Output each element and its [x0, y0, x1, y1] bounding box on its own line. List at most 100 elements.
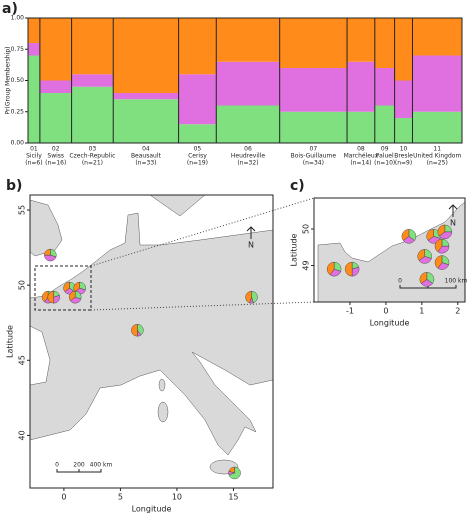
pie-slice [44, 254, 57, 262]
population-bar [347, 18, 375, 143]
population-name: Cerisy [188, 153, 207, 160]
bar-segment [113, 99, 179, 143]
y-tick-label: 0.25 [11, 108, 25, 115]
population-id: 02 [52, 146, 60, 153]
north-label: N [450, 219, 456, 228]
population-name: Paluel [376, 153, 394, 160]
pie-slice [47, 290, 54, 304]
y-tick-label: 0.50 [11, 77, 25, 84]
x-axis-label: Longitude [370, 319, 410, 328]
y-tick-label: 55 [18, 205, 27, 215]
population-name: Czech-Republic [69, 153, 115, 160]
inset-frame [313, 197, 466, 303]
population-id: 03 [89, 146, 97, 153]
y-tick-label: 50 [302, 224, 311, 234]
pie-slice [344, 261, 353, 277]
bar-segment [39, 93, 72, 143]
population-n: (n=16) [45, 160, 66, 167]
y-tick-label: 0.75 [11, 46, 25, 53]
population-n: (n=6) [25, 160, 42, 167]
bar-segment [178, 124, 217, 143]
bar-segment [39, 80, 72, 93]
bar-segment [347, 61, 375, 112]
bar-segment [412, 111, 462, 143]
population-n: (n=34) [303, 160, 324, 167]
population-name: Marchéleux [344, 153, 379, 160]
bar-segment [394, 80, 413, 118]
population-name: United Kingdom [413, 153, 461, 160]
north-arrow-head [448, 204, 458, 210]
population-name: Sicily [26, 153, 42, 160]
pie-slice [401, 229, 410, 241]
population-n: (n=33) [135, 160, 156, 167]
population-name: Swiss [47, 153, 64, 160]
zoom-box [34, 265, 92, 311]
y-axis-label: Pr(Group Membership) [5, 47, 12, 115]
plot-frame [27, 17, 463, 144]
bar-segment [374, 18, 395, 68]
bar-segment [178, 18, 217, 75]
y-tick-label: 0.00 [11, 140, 25, 147]
population-n: (n=10) [374, 160, 395, 167]
x-tick-label: 0 [383, 307, 388, 316]
bar-segment [28, 43, 40, 56]
pie [434, 255, 450, 270]
scale-bar [56, 469, 102, 473]
bar-segment [216, 105, 280, 143]
pie-slice [326, 261, 335, 276]
pie-slice [69, 290, 76, 301]
population-id: 01 [30, 146, 38, 153]
x-axis-label: Longitude [132, 505, 172, 514]
bar-segment [113, 18, 179, 93]
pie [434, 238, 450, 254]
pie-slice [426, 229, 434, 241]
bar-segment [374, 105, 395, 143]
pie [44, 248, 57, 262]
pie-slice [437, 224, 446, 237]
bar-segment [28, 18, 40, 43]
bar-segment [71, 74, 114, 87]
pie-slice [63, 281, 70, 292]
population-n: (n=14) [350, 160, 371, 167]
population-id: 09 [381, 146, 389, 153]
pie-slice [41, 290, 49, 303]
scale-label: 400 km [90, 462, 113, 469]
scale-label: 100 km [445, 278, 468, 285]
population-id: 08 [357, 146, 365, 153]
population-bar [412, 18, 462, 143]
population-bar [39, 18, 72, 143]
bar-segment [279, 18, 348, 68]
population-bar [113, 18, 179, 143]
y-tick-label: 1.00 [11, 15, 25, 22]
x-tick-label: 0 [61, 493, 66, 502]
population-bar [394, 18, 413, 143]
scale-label: 0 [55, 462, 59, 469]
pie-slice [245, 290, 252, 304]
x-tick-label: 5 [118, 493, 123, 502]
bar-segment [394, 18, 413, 81]
bar-segment [347, 111, 375, 143]
scale-label: 0 [398, 278, 402, 285]
population-id: 04 [142, 146, 150, 153]
population-n: (n=25) [427, 160, 448, 167]
pie-slice [44, 248, 51, 256]
x-tick-label: 2 [455, 307, 460, 316]
population-id: 05 [194, 146, 202, 153]
map-frame [29, 194, 274, 489]
bar-segment [216, 18, 280, 62]
y-axis-label: Latitude [290, 233, 299, 266]
population-id: 07 [310, 146, 318, 153]
pie [326, 261, 342, 277]
population-n: (n=9) [395, 160, 412, 167]
x-tick-label: 10 [172, 493, 182, 502]
y-axis-label: Latitude [6, 325, 15, 358]
bar-segment [178, 74, 217, 125]
y-tick-label: 45 [18, 355, 27, 365]
bar-segment [374, 68, 395, 106]
population-bar [279, 18, 348, 143]
population-n: (n=32) [237, 160, 258, 167]
population-name: Bresle [394, 153, 413, 160]
pie [419, 272, 435, 287]
x-tick-label: 15 [228, 493, 238, 502]
